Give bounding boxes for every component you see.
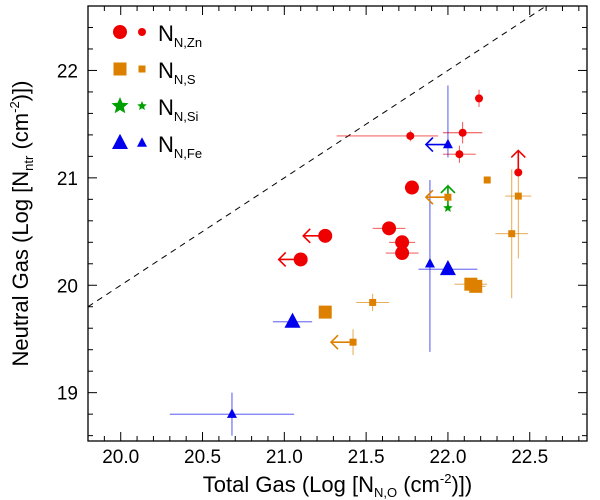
x-axis-title-end: )]) — [451, 472, 472, 497]
legend-marker-large — [111, 97, 129, 114]
legend-label-sub: N,Si — [174, 109, 199, 124]
data-point-s — [318, 305, 332, 319]
x-axis-title-main: Total Gas (Log [N — [203, 472, 374, 497]
reference-line-layer — [88, 6, 548, 308]
x-axis-title-tail: (cm — [397, 472, 440, 497]
y-axis-title-sup: -2 — [7, 101, 22, 113]
data-point-s — [349, 338, 357, 346]
x-axis-title: Total Gas (Log [NN,O (cm-2)]) — [203, 471, 472, 500]
data-point-fe — [424, 258, 435, 268]
data-point-zn — [406, 131, 415, 140]
data-point-fe — [284, 312, 301, 328]
legend-entry: NN,Fe — [112, 132, 202, 161]
x-axis-title-sup: -2 — [440, 471, 452, 486]
data-point-zn — [475, 94, 484, 103]
legend-label: NN,Fe — [158, 132, 202, 161]
y-axis-title-sub: ntr — [21, 155, 36, 171]
data-point-s — [469, 279, 483, 293]
legend-label-main: N — [158, 21, 174, 46]
legend-label-sub: N,Zn — [174, 35, 202, 50]
x-axis-title-sub: N,O — [374, 485, 397, 500]
legend-label-main: N — [158, 58, 174, 83]
legend-label: NN,S — [158, 58, 196, 87]
lower-limit-arrowhead — [510, 149, 526, 159]
data-point-si — [443, 202, 453, 212]
data-point-layer — [226, 94, 523, 418]
data-point-zn — [458, 128, 467, 137]
x-tick-label: 21.0 — [266, 447, 303, 468]
y-tick-label: 22 — [57, 61, 78, 82]
legend-marker-small — [137, 137, 147, 147]
data-point-zn — [395, 246, 410, 261]
y-tick-label: 19 — [57, 384, 78, 405]
data-point-fe — [226, 408, 237, 418]
data-point-zn — [293, 252, 308, 267]
y-axis-title: Neutral Gas (Log [Nntr (cm-2)]) — [7, 81, 36, 367]
upper-limit-arrowhead — [302, 228, 311, 244]
legend-marker-small — [138, 65, 146, 73]
y-axis-title-main: Neutral Gas (Log [N — [8, 171, 33, 367]
legend-label-sub: N,S — [174, 72, 196, 87]
upper-limit-arrowhead — [424, 189, 434, 205]
upper-limit-arrowhead — [277, 251, 287, 268]
y-tick-label: 20 — [57, 276, 78, 297]
data-point-zn — [395, 235, 410, 250]
x-tick-label: 21.5 — [348, 447, 385, 468]
data-point-zn — [514, 168, 523, 177]
y-tick-label: 21 — [57, 169, 78, 190]
tick-label-layer: 20.0 20.5 21.0 21.5 22.0 22.5 19 20 21 22 — [57, 61, 548, 468]
legend-label-main: N — [158, 95, 174, 120]
data-point-fe — [439, 259, 456, 276]
data-point-zn — [455, 150, 464, 159]
legend-marker-large — [113, 62, 127, 76]
legend-label-main: N — [158, 132, 174, 157]
one-to-one-reference-line — [88, 6, 548, 308]
legend-marker-large — [112, 133, 128, 149]
x-tick-label: 22.5 — [511, 447, 548, 468]
legend-entry: NN,Si — [111, 95, 199, 124]
x-tick-label: 20.0 — [102, 447, 139, 468]
data-point-zn — [382, 221, 397, 236]
legend-marker-large — [113, 25, 127, 39]
data-point-fe — [442, 138, 453, 149]
legend-label: NN,Si — [158, 95, 199, 124]
lower-limit-arrowhead — [440, 184, 456, 194]
legend-marker-small — [137, 101, 147, 111]
data-point-s — [369, 298, 377, 306]
y-axis-title-end: )]) — [8, 81, 33, 102]
data-point-s — [514, 192, 522, 200]
upper-limit-arrowhead — [424, 136, 434, 153]
legend-entry: NN,Zn — [113, 21, 202, 50]
legend-marker-small — [138, 28, 146, 36]
legend-entry: NN,S — [113, 58, 196, 87]
x-tick-label: 22.0 — [429, 447, 466, 468]
plot-frame — [87, 5, 588, 442]
data-point-zn — [318, 228, 333, 243]
x-tick-label: 20.5 — [184, 447, 221, 468]
upper-limit-arrowhead — [329, 334, 339, 350]
data-point-zn — [404, 180, 419, 195]
data-point-s — [483, 176, 491, 184]
data-point-s — [444, 193, 452, 201]
error-bar-layer — [169, 85, 532, 436]
data-point-s — [508, 230, 516, 238]
tick-layer — [87, 5, 587, 441]
legend-label: NN,Zn — [158, 21, 202, 50]
y-axis-title-tail: (cm — [8, 113, 33, 156]
legend-label-sub: N,Fe — [174, 146, 202, 161]
